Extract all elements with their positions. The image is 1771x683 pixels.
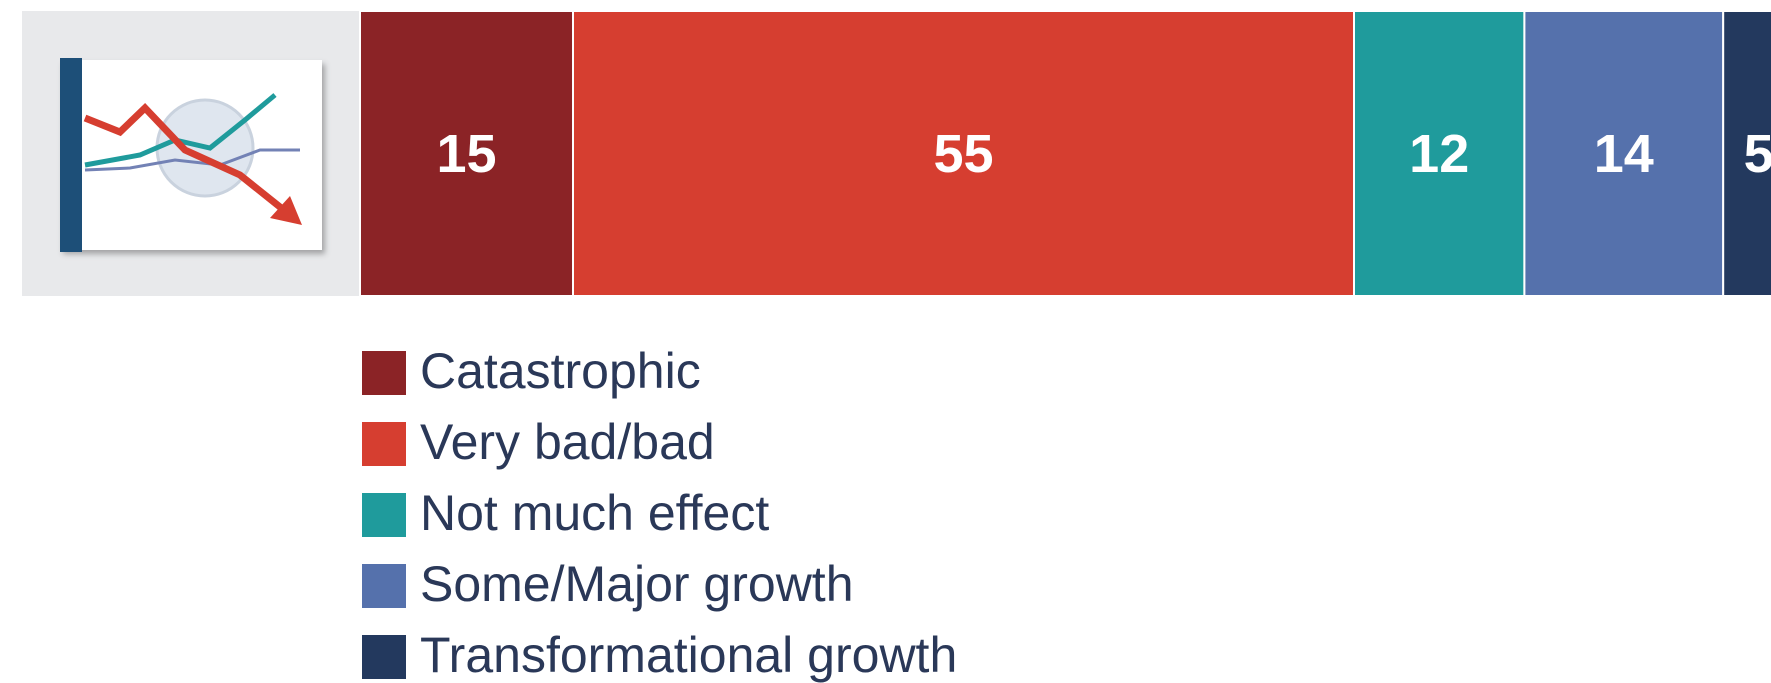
legend-swatch: [362, 635, 406, 679]
value-label: 5: [1744, 124, 1771, 184]
icon: [60, 58, 322, 252]
chart: 15 55 12 14 5 Catastrophic Very bad/bad Not muc…: [0, 0, 1771, 683]
value-label: 15: [436, 124, 496, 184]
legend-swatch: [362, 351, 406, 395]
value-label: 14: [1594, 124, 1654, 184]
legend-label: Catastrophic: [420, 343, 701, 399]
legend-label: Transformational growth: [420, 627, 957, 683]
value-label: 55: [933, 124, 993, 184]
legend-label: Very bad/bad: [420, 414, 715, 470]
legend-swatch: [362, 493, 406, 537]
legend-swatch: [362, 422, 406, 466]
legend-label: Some/Major growth: [420, 556, 854, 612]
legend-swatch: [362, 564, 406, 608]
value-label: 12: [1409, 124, 1469, 184]
page: {"chart_data": {"type": "bar", "orientat…: [0, 0, 1771, 683]
legend-label: Not much effect: [420, 485, 769, 541]
